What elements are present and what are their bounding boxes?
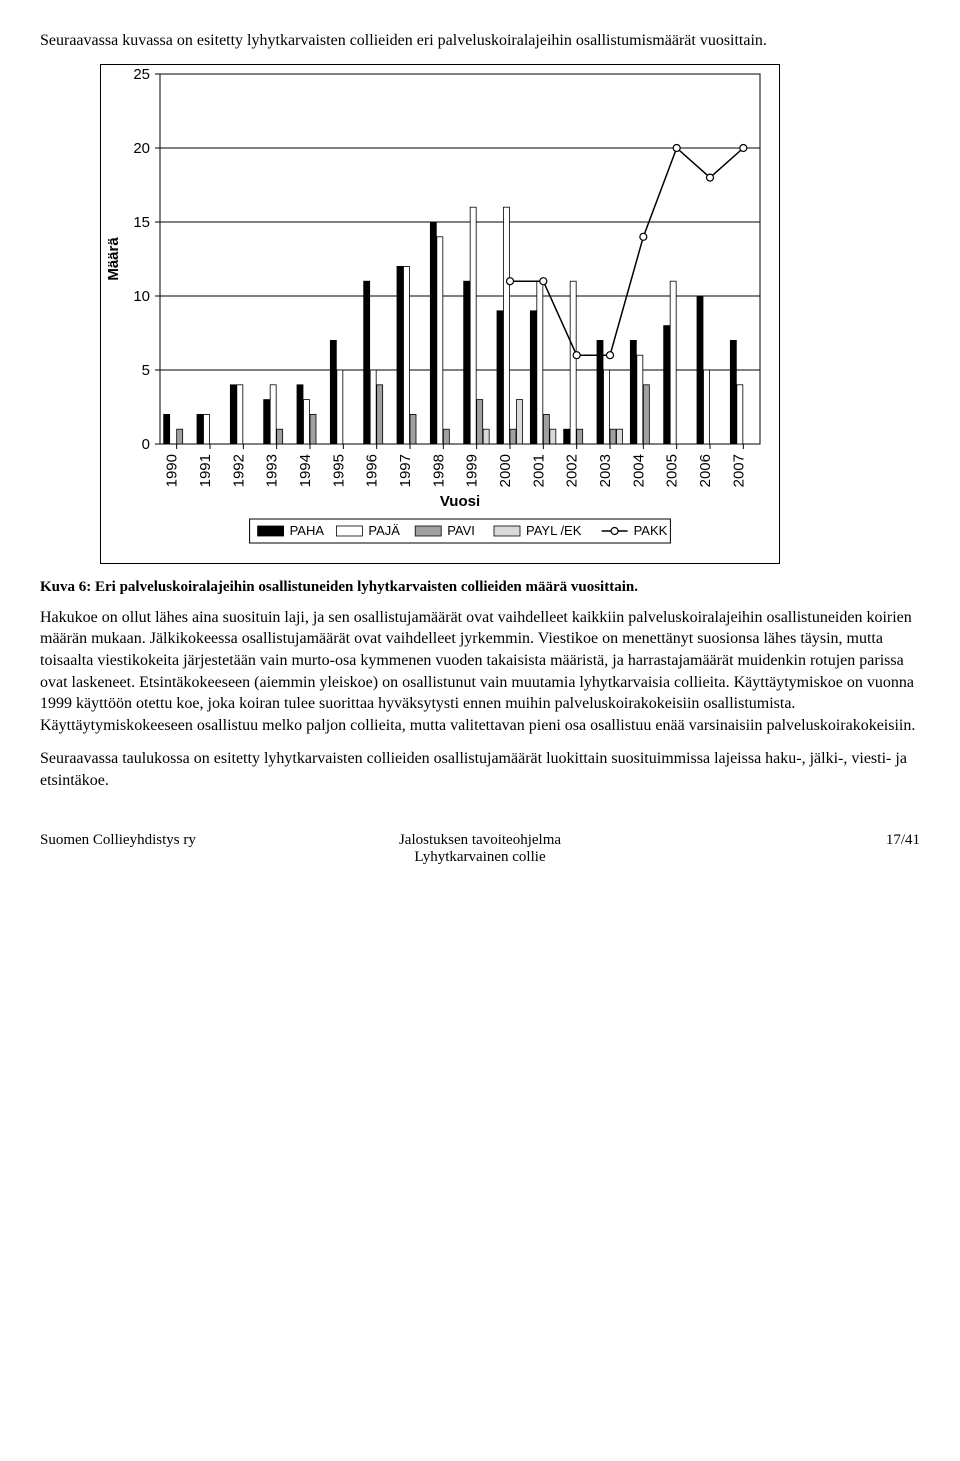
- svg-text:1992: 1992: [230, 454, 247, 487]
- footer-center: Jalostuksen tavoiteohjelma Lyhytkarvaine…: [40, 832, 920, 866]
- svg-text:1991: 1991: [197, 454, 214, 487]
- svg-text:1993: 1993: [264, 454, 281, 487]
- svg-text:1998: 1998: [430, 454, 447, 487]
- svg-text:2003: 2003: [597, 454, 614, 487]
- body-paragraph-1: Hakukoe on ollut lähes aina suosituin la…: [40, 607, 920, 737]
- chart-caption: Kuva 6: Eri palveluskoiralajeihin osalli…: [40, 577, 920, 597]
- svg-text:PAVI: PAVI: [447, 523, 475, 538]
- chart-svg: 0 5 10 15 20 25 Määrä 1990 1991 1992 1993 1994 1995 1…: [100, 64, 780, 564]
- svg-text:2007: 2007: [730, 454, 747, 487]
- svg-text:1997: 1997: [397, 454, 414, 487]
- svg-text:Vuosi: Vuosi: [440, 493, 480, 510]
- svg-text:0: 0: [142, 436, 150, 453]
- page-footer: Suomen Collieyhdistys ry Jalostuksen tav…: [40, 832, 920, 872]
- svg-text:2000: 2000: [497, 454, 514, 487]
- footer-center-line1: Jalostuksen tavoiteohjelma: [399, 832, 561, 848]
- svg-text:PAKK: PAKK: [634, 523, 668, 538]
- svg-text:15: 15: [133, 214, 150, 231]
- svg-text:2006: 2006: [697, 454, 714, 487]
- svg-text:2004: 2004: [630, 454, 647, 487]
- svg-text:20: 20: [133, 140, 150, 157]
- svg-text:PAHA: PAHA: [290, 523, 325, 538]
- svg-text:1995: 1995: [330, 454, 347, 487]
- svg-text:25: 25: [133, 66, 150, 83]
- svg-text:PAYL /EK: PAYL /EK: [526, 523, 582, 538]
- svg-text:Määrä: Määrä: [105, 236, 122, 280]
- svg-text:2001: 2001: [530, 454, 547, 487]
- chart-container: 0 5 10 15 20 25 Määrä 1990 1991 1992 1993 1994 1995 1…: [100, 64, 920, 569]
- svg-text:1996: 1996: [364, 454, 381, 487]
- body-paragraph-2: Seuraavassa taulukossa on esitetty lyhyt…: [40, 748, 920, 791]
- footer-center-line2: Lyhytkarvainen collie: [414, 849, 545, 865]
- svg-text:1990: 1990: [164, 454, 181, 487]
- footer-right: 17/41: [886, 832, 920, 849]
- svg-text:1994: 1994: [297, 454, 314, 487]
- svg-text:5: 5: [142, 362, 150, 379]
- svg-text:1999: 1999: [464, 454, 481, 487]
- svg-text:2005: 2005: [664, 454, 681, 487]
- svg-text:PAJÄ: PAJÄ: [368, 523, 400, 538]
- intro-paragraph: Seuraavassa kuvassa on esitetty lyhytkar…: [40, 30, 920, 52]
- svg-text:2002: 2002: [564, 454, 581, 487]
- svg-text:10: 10: [133, 288, 150, 305]
